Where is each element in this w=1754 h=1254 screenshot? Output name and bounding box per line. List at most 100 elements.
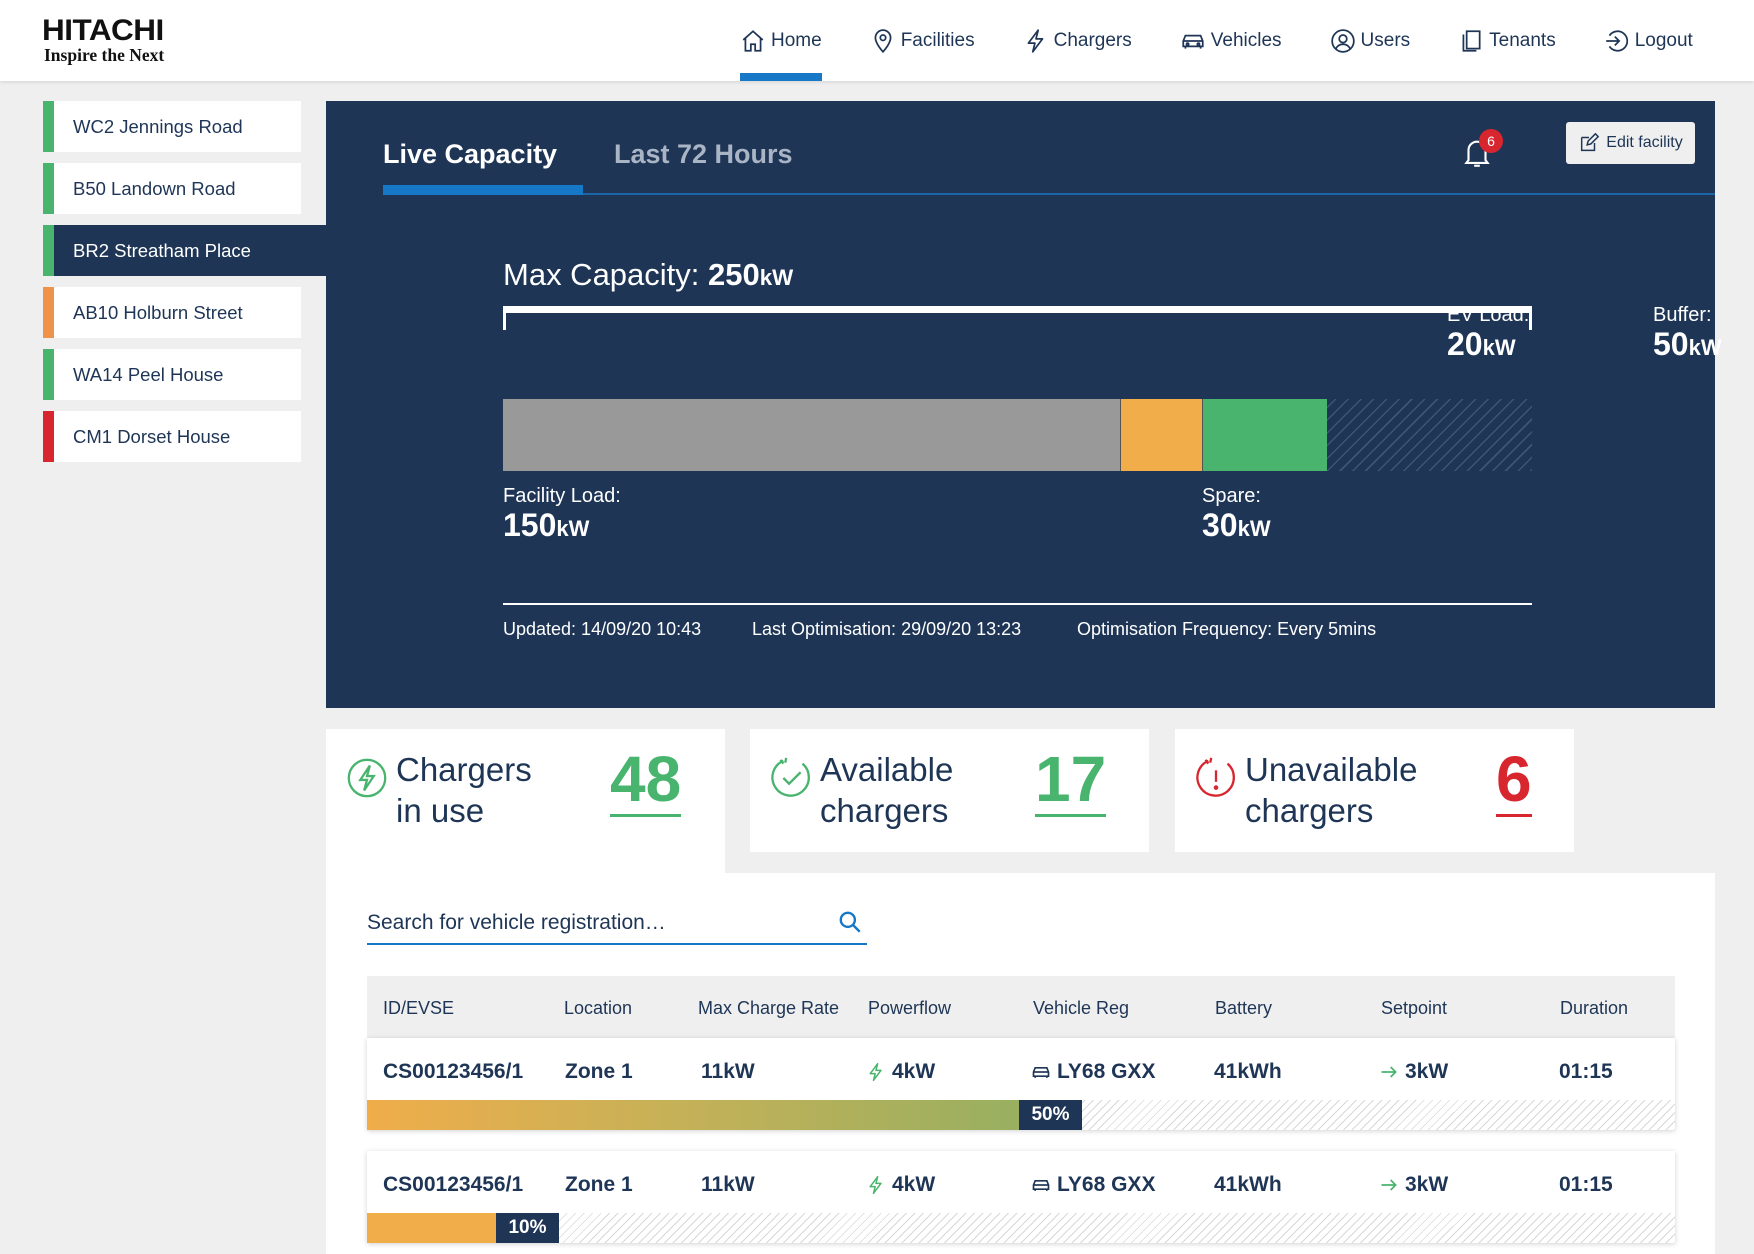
status-bar [43, 349, 54, 400]
card-connector [326, 852, 725, 873]
location-pin-icon [874, 28, 892, 53]
available-chargers-card[interactable]: Available chargers 17 [750, 729, 1149, 852]
cell-id: CS00123456/1 [383, 1173, 524, 1196]
panel-divider [503, 603, 1532, 605]
nav-home[interactable]: Home [740, 0, 822, 81]
cell-vehicle-reg: LY68 GXX [1031, 1173, 1155, 1197]
unavailable-chargers-card[interactable]: Unavailable chargers 6 [1175, 729, 1574, 852]
sidebar-item-b50-landown-road[interactable]: B50 Landown Road [43, 163, 301, 214]
max-capacity-title: Max Capacity: 250kW [503, 257, 793, 293]
tab-live-capacity[interactable]: Live Capacity [383, 139, 558, 169]
spare-value: 30 [1202, 507, 1238, 543]
lightning-icon [1027, 28, 1043, 53]
ev-load-bar [1120, 399, 1202, 471]
cell-battery: 41kWh [1214, 1173, 1282, 1196]
label-line-1: Chargers [396, 751, 532, 788]
col-location[interactable]: Location [564, 998, 633, 1018]
sidebar-item-cm1-dorset-house[interactable]: CM1 Dorset House [43, 411, 301, 462]
user-icon [1330, 28, 1355, 53]
ev-load-value: 20 [1447, 326, 1483, 362]
col-setpoint[interactable]: Setpoint [1381, 998, 1448, 1018]
ev-load-unit: kW [1482, 335, 1516, 360]
cell-duration: 01:15 [1559, 1173, 1613, 1196]
edit-icon [1581, 132, 1600, 152]
max-capacity-label: Max Capacity: [503, 257, 700, 292]
status-bar [43, 163, 54, 214]
search-icon[interactable] [837, 909, 863, 935]
sidebar-item-label: CM1 Dorset House [73, 425, 231, 447]
buffer-title: Buffer: [1653, 304, 1712, 326]
ev-load-label: EV Load: 20kW [1447, 303, 1529, 365]
col-battery[interactable]: Battery [1215, 998, 1273, 1018]
sidebar-item-label: WA14 Peel House [73, 363, 224, 385]
buffer-value: 50 [1653, 326, 1689, 362]
car-icon [1182, 34, 1204, 49]
sidebar-item-br2-streatham-place[interactable]: BR2 Streatham Place [43, 225, 326, 276]
table-row[interactable]: CS00123456/1 Zone 1 11kW 4kW LY68 GXX 41… [367, 1038, 1675, 1130]
facility-sidebar: WC2 Jennings Road B50 Landown Road BR2 S… [43, 101, 326, 473]
nav-tenants[interactable]: Tenants [1458, 0, 1556, 81]
top-header: HITACHI Inspire the Next Home Facilities… [0, 0, 1754, 81]
sidebar-item-label: B50 Landown Road [73, 177, 236, 199]
table-row[interactable]: CS00123456/1 Zone 1 11kW 4kW LY68 GXX 41… [367, 1151, 1675, 1243]
col-id[interactable]: ID/EVSE [383, 998, 455, 1018]
unavailable-chargers-value: 6 [1496, 743, 1532, 817]
facility-load-unit: kW [556, 516, 590, 541]
cell-duration: 01:15 [1559, 1060, 1613, 1083]
edit-facility-button[interactable]: Edit facility [1566, 122, 1695, 164]
spare-label: Spare: 30kW [1202, 484, 1271, 546]
chargers-in-use-value: 48 [610, 743, 682, 817]
col-vehicle-reg[interactable]: Vehicle Reg [1033, 998, 1130, 1018]
spare-title: Spare: [1202, 485, 1261, 507]
chargers-in-use-card[interactable]: Chargers in use 48 [326, 729, 725, 852]
col-duration[interactable]: Duration [1560, 998, 1629, 1018]
sidebar-item-ab10-holburn-street[interactable]: AB10 Holburn Street [43, 287, 301, 338]
charging-icon [347, 758, 387, 798]
nav-tenants-label: Tenants [1489, 29, 1556, 51]
label-line-2: chargers [820, 792, 949, 829]
nav-users-label: Users [1360, 29, 1411, 51]
available-chargers-label: Available chargers [820, 749, 1000, 831]
cell-setpoint: 3kW [1379, 1173, 1448, 1197]
nav-vehicles[interactable]: Vehicles [1180, 0, 1282, 81]
tab-last-72-hours[interactable]: Last 72 Hours [614, 139, 793, 169]
last-optimisation: Last Optimisation: 29/09/20 13:23 [752, 619, 1022, 639]
capacity-tabs: Live Capacity Last 72 Hours [383, 101, 1715, 195]
powerflow-value: 4kW [892, 1173, 936, 1196]
sidebar-item-label: BR2 Streatham Place [73, 239, 251, 261]
ev-load-title: EV Load: [1447, 304, 1530, 326]
lightning-icon [869, 1175, 882, 1195]
buffer-label: Buffer: 50kW [1653, 303, 1722, 365]
vehicle-reg-value: LY68 GXX [1057, 1173, 1156, 1196]
sidebar-item-wc2-jennings-road[interactable]: WC2 Jennings Road [43, 101, 301, 152]
notifications-button[interactable]: 6 [1460, 129, 1503, 173]
home-icon [742, 29, 764, 52]
cell-powerflow: 4kW [866, 1060, 935, 1084]
documents-icon [1462, 29, 1481, 52]
hitachi-logo[interactable]: HITACHI Inspire the Next [42, 16, 202, 65]
powerflow-value: 4kW [892, 1060, 936, 1083]
label-line-2: chargers [1245, 792, 1374, 829]
nav-chargers[interactable]: Chargers [1023, 0, 1132, 81]
setpoint-value: 3kW [1405, 1060, 1449, 1083]
buffer-unit: kW [1688, 335, 1722, 360]
nav-logout[interactable]: Logout [1604, 0, 1693, 81]
vehicle-search [367, 903, 867, 945]
lightning-icon [869, 1062, 882, 1082]
status-bar [43, 287, 54, 338]
active-tab-indicator [383, 185, 583, 195]
nav-home-label: Home [771, 29, 822, 51]
progress-fill [367, 1100, 1021, 1130]
facility-load-label: Facility Load: 150kW [503, 484, 621, 546]
charge-progress-bar: 10% [367, 1213, 1675, 1243]
cell-id: CS00123456/1 [383, 1060, 524, 1083]
optimisation-frequency: Optimisation Frequency: Every 5mins [1077, 619, 1377, 639]
search-input[interactable] [367, 903, 807, 943]
sidebar-item-wa14-peel-house[interactable]: WA14 Peel House [43, 349, 301, 400]
nav-users[interactable]: Users [1330, 0, 1411, 81]
logo-wordmark: HITACHI [42, 14, 164, 47]
col-max-rate[interactable]: Max Charge Rate [698, 998, 840, 1018]
col-powerflow[interactable]: Powerflow [868, 998, 952, 1018]
charger-table-section: ID/EVSE Location Max Charge Rate Powerfl… [326, 873, 1715, 1254]
nav-facilities[interactable]: Facilities [870, 0, 975, 81]
